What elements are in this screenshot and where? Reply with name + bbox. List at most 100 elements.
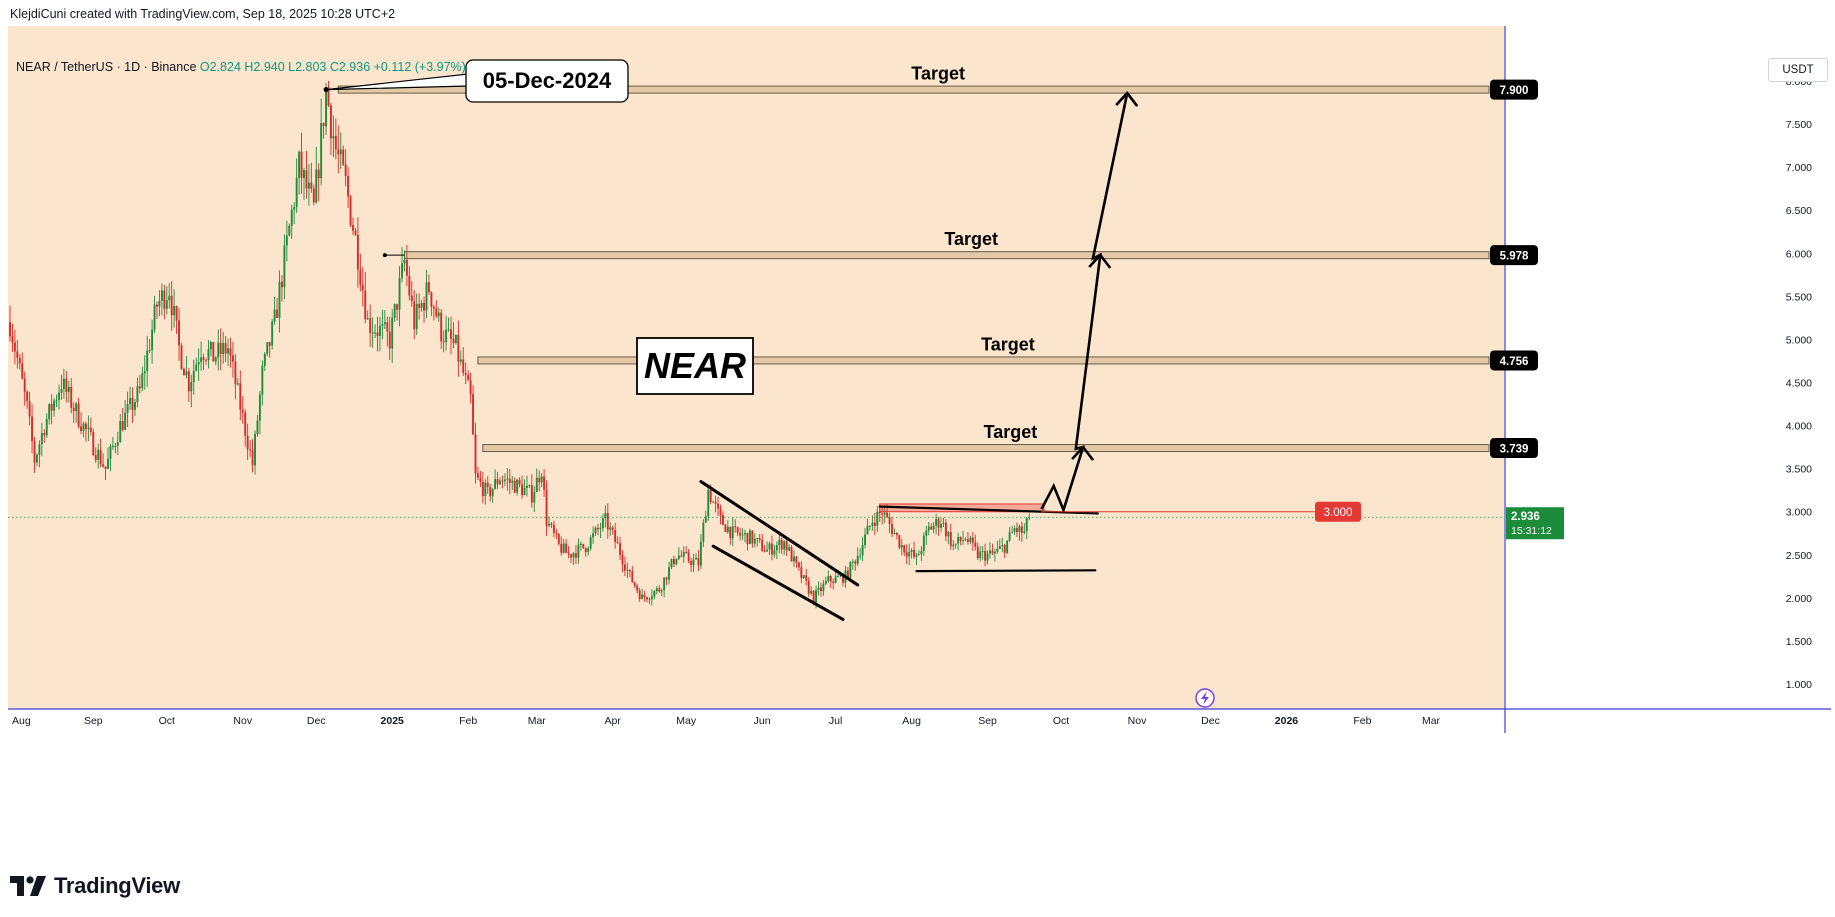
candle-body — [724, 524, 727, 532]
candle-body — [104, 466, 107, 469]
candle-body — [185, 371, 188, 376]
candle-body — [403, 259, 406, 264]
candle-body — [918, 554, 920, 556]
candle-body — [984, 550, 987, 561]
candle-body — [790, 547, 793, 562]
candle-body — [65, 378, 68, 392]
candle-body — [53, 400, 56, 411]
candle-body — [998, 546, 1001, 549]
symbol-name[interactable]: NEAR / TetherUS · 1D · Binance — [16, 60, 197, 74]
candle-body — [670, 558, 673, 568]
candle-body — [129, 397, 131, 405]
candle-body — [131, 397, 134, 410]
candle-body — [249, 449, 252, 451]
arrowhead-target-1 — [1071, 445, 1095, 461]
candle-body — [876, 511, 879, 526]
lightning-icon[interactable] — [1195, 688, 1215, 708]
x-tick-label: 2026 — [1275, 715, 1299, 727]
candle-body — [92, 431, 95, 456]
candle-body — [516, 479, 519, 493]
candle-body — [285, 235, 288, 246]
candle-body — [820, 587, 822, 592]
candle-body — [435, 308, 438, 317]
candle-body — [957, 536, 960, 544]
candle-body — [229, 348, 232, 356]
candle-body — [121, 420, 124, 430]
candle-body — [136, 386, 139, 403]
candle-body — [244, 412, 247, 436]
candle-body — [646, 597, 648, 600]
candle-body — [802, 575, 805, 578]
candle-body — [940, 524, 942, 528]
candle-body — [548, 523, 550, 526]
candle-body — [922, 535, 925, 551]
candle-body — [668, 567, 670, 580]
target-price-label: 5.978 — [1500, 251, 1529, 263]
candle-body — [320, 123, 323, 179]
candle-body — [138, 386, 141, 389]
candle-body — [146, 350, 149, 372]
plot-background — [8, 26, 1504, 709]
candle-body — [75, 403, 78, 411]
candle-body — [1008, 532, 1011, 541]
candle-body — [459, 359, 462, 362]
candle-body — [579, 543, 582, 545]
candle-body — [173, 306, 176, 316]
candle-body — [761, 539, 764, 551]
candle-body — [43, 432, 46, 436]
candle-body — [785, 541, 788, 551]
candle-body — [111, 445, 114, 447]
tradingview-logo[interactable]: TradingView — [10, 873, 180, 899]
candle-body — [148, 349, 151, 351]
candle-body — [881, 513, 884, 515]
x-tick-label: Mar — [1422, 715, 1441, 727]
candle-body — [555, 532, 558, 535]
candle-body — [151, 329, 154, 350]
candle-body — [734, 526, 737, 528]
candle-body — [342, 149, 345, 165]
candle-body — [873, 522, 876, 526]
candle-body — [87, 427, 90, 430]
candle-body — [810, 590, 813, 594]
candle-body — [967, 539, 969, 542]
candle-body — [641, 594, 644, 599]
last-price-value: 2.936 — [1511, 511, 1540, 523]
price-chart[interactable]: 1.000 1.500 2.000 2.500 3.000 3.500 4.000 4.500… — [0, 26, 1835, 858]
candle-body — [222, 342, 225, 355]
y-tick-label: 1.500 — [1786, 636, 1812, 648]
candle-body — [354, 230, 357, 235]
candle-body — [28, 401, 31, 417]
candle-body — [408, 275, 411, 296]
x-tick-label: Jul — [829, 715, 842, 727]
currency-unit-button[interactable]: USDT — [1768, 58, 1828, 82]
candle-body — [807, 580, 810, 594]
near-label-box — [636, 337, 754, 395]
candle-body — [812, 590, 815, 603]
candle-body — [986, 553, 989, 561]
candle-body — [815, 590, 817, 603]
candle-body — [827, 576, 830, 582]
candle-body — [753, 538, 756, 544]
candle-body — [271, 321, 274, 346]
candle-body — [655, 588, 658, 592]
candle-body — [528, 485, 531, 487]
candle-body — [771, 543, 773, 555]
candle-body — [930, 526, 933, 530]
candle-body — [719, 508, 722, 516]
candle-body — [616, 541, 619, 544]
candle-body — [195, 364, 198, 371]
candle-body — [219, 342, 222, 355]
y-tick-label: 6.500 — [1786, 205, 1812, 217]
candle-body — [589, 537, 592, 549]
candle-body — [722, 515, 724, 525]
candle-body — [45, 419, 48, 436]
chart-area[interactable]: 1.000 1.500 2.000 2.500 3.000 3.500 4.000 4.500… — [0, 26, 1835, 858]
x-tick-label: Oct — [1053, 715, 1069, 727]
y-tick-label: 5.500 — [1786, 291, 1812, 303]
candle-body — [976, 546, 979, 559]
candle-body — [16, 351, 19, 359]
candle-body — [861, 545, 864, 556]
candle-body — [418, 303, 421, 308]
candle-body — [107, 458, 109, 469]
y-tick-label: 3.500 — [1786, 464, 1812, 476]
